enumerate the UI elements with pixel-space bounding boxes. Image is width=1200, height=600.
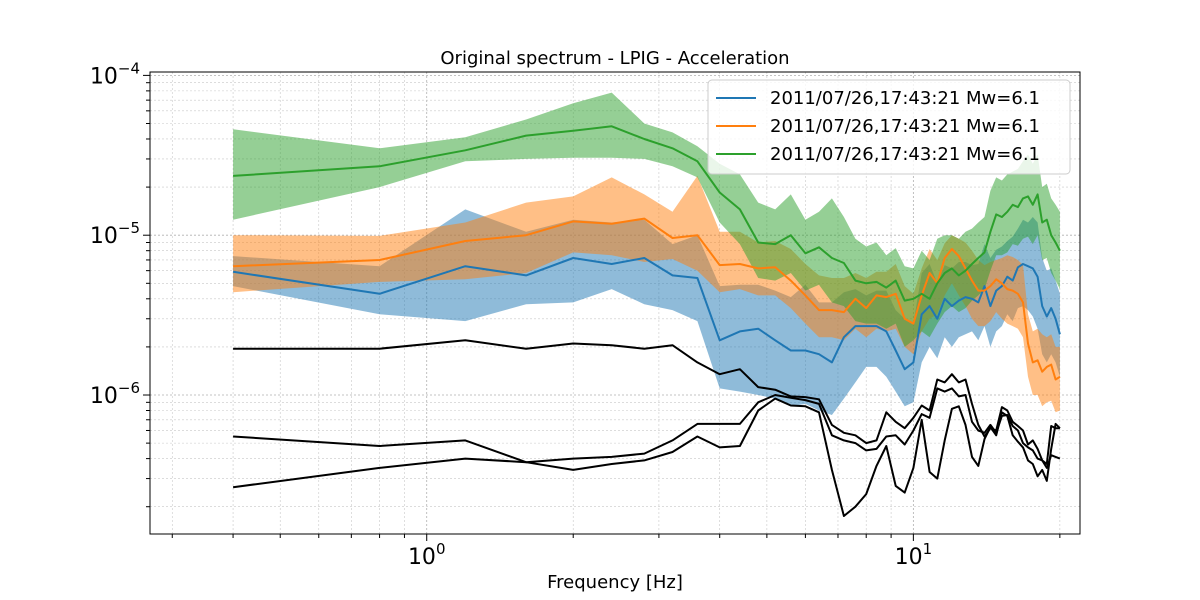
series-line-4 [233,387,1061,469]
series-band-2 [233,92,1060,347]
series-line-1 [233,217,1061,381]
x-axis-label: Frequency [Hz] [547,572,683,593]
legend-entry: 2011/07/26,17:43:21 Mw=6.1 [770,116,1040,137]
y-tick-label: 10−4 [90,59,140,89]
legend-entry: 2011/07/26,17:43:21 Mw=6.1 [770,88,1040,109]
series-band-1 [233,175,1060,413]
confidence-bands [233,92,1060,415]
legend-entry: 2011/07/26,17:43:21 Mw=6.1 [770,144,1040,165]
legend: 2011/07/26,17:43:21 Mw=6.1 2011/07/26,17… [707,79,1071,175]
series-line-3 [233,339,1060,465]
series-lines [232,125,1061,517]
series-line-2 [233,125,1061,302]
legend-box [707,79,1071,175]
y-tick-label: 10−5 [90,219,140,249]
x-tick-label: 100 [408,540,446,570]
series-line-0 [232,257,1061,371]
axis-ticks [143,74,1061,541]
series-line-5 [232,397,1061,517]
plot-frame [149,71,1081,535]
tick-labels: 100 101 10−6 10−5 10−4 [90,59,932,570]
x-tick-label: 101 [895,540,933,570]
chart-title: Original spectrum - LPIG - Acceleration [440,48,789,69]
y-tick-label: 10−6 [90,379,140,409]
